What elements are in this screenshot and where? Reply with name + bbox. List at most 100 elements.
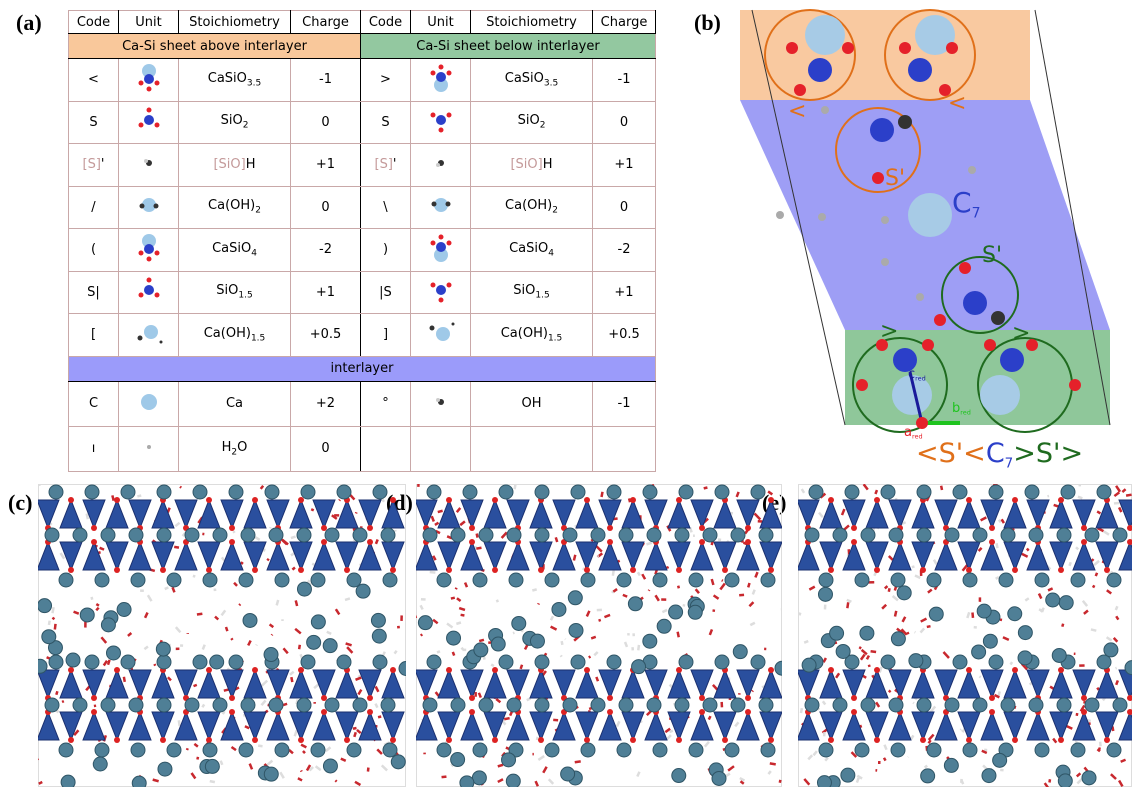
subscript: 2 xyxy=(255,206,261,216)
atom xyxy=(944,758,958,772)
code-cell: |S xyxy=(361,271,411,314)
atom xyxy=(121,485,135,499)
atom xyxy=(997,543,998,548)
atom xyxy=(925,766,927,768)
atom xyxy=(175,523,179,526)
atom xyxy=(884,745,886,750)
atom xyxy=(353,728,357,729)
stoich-cell: [SiO]H xyxy=(179,144,291,187)
diagram-label: <S'<C7>S'> xyxy=(916,438,1083,470)
table-row: CodeUnitStoichiometryChargeCodeUnitStoic… xyxy=(69,11,656,34)
atom xyxy=(1001,698,1015,712)
atom xyxy=(760,500,782,528)
atom xyxy=(820,500,842,528)
atom xyxy=(817,776,831,787)
atom xyxy=(1091,629,1096,630)
atom xyxy=(157,698,171,712)
atom xyxy=(347,573,361,587)
atom xyxy=(373,485,387,499)
atom xyxy=(280,772,284,778)
atom xyxy=(808,755,812,759)
atom xyxy=(461,500,483,528)
atom xyxy=(359,712,381,740)
atom xyxy=(751,485,765,499)
atom xyxy=(484,670,506,698)
atom xyxy=(553,712,575,740)
atom xyxy=(507,698,521,712)
atom xyxy=(152,542,174,570)
text-part: b xyxy=(952,401,960,416)
atom xyxy=(73,528,87,542)
text-part: ' xyxy=(101,157,105,172)
atom xyxy=(114,737,120,743)
stoich-cell: SiO1.5 xyxy=(471,271,593,314)
atom xyxy=(1119,542,1132,570)
atom xyxy=(895,611,896,617)
atom xyxy=(1116,680,1118,684)
atom xyxy=(1121,760,1126,762)
atom xyxy=(477,534,478,538)
atom xyxy=(1008,607,1022,621)
atom xyxy=(981,500,1003,528)
snapshot-d xyxy=(416,484,782,787)
atom xyxy=(1027,542,1049,570)
atom xyxy=(530,542,552,570)
atom xyxy=(427,655,441,669)
atom xyxy=(1127,709,1132,715)
stoich-cell: OH xyxy=(471,381,593,426)
column-header: Charge xyxy=(593,11,656,34)
atom xyxy=(552,602,566,616)
atom xyxy=(911,735,913,739)
atom xyxy=(871,651,877,652)
atom xyxy=(264,648,278,662)
stoich-cell: CaSiO3.5 xyxy=(179,59,291,102)
text-part: O xyxy=(237,440,247,455)
code-cell: [ xyxy=(69,314,119,357)
atom xyxy=(589,657,591,658)
atom xyxy=(239,573,253,587)
atom xyxy=(714,595,719,598)
atom xyxy=(241,528,255,542)
atom xyxy=(575,761,581,762)
atom xyxy=(1011,662,1013,664)
atom xyxy=(269,698,283,712)
atom xyxy=(80,608,94,622)
atom xyxy=(920,737,926,743)
atom xyxy=(357,730,361,733)
atom xyxy=(492,497,498,503)
atom xyxy=(802,489,804,493)
atom xyxy=(630,497,636,503)
atom xyxy=(367,709,373,715)
atom xyxy=(179,720,180,726)
atom xyxy=(381,528,395,542)
atom xyxy=(38,659,47,673)
atom xyxy=(591,698,605,712)
atom xyxy=(630,737,636,743)
atom xyxy=(1127,539,1132,545)
atom xyxy=(446,737,452,743)
atom xyxy=(1119,507,1121,512)
code-cell: [S]' xyxy=(361,144,411,187)
atom xyxy=(599,542,621,570)
stoich-cell: H2O xyxy=(179,426,291,471)
atom xyxy=(804,779,809,785)
unit-cell xyxy=(411,381,471,426)
unit-icon xyxy=(423,61,459,95)
atom xyxy=(303,751,305,753)
atom xyxy=(418,616,432,630)
subscript: 4 xyxy=(251,249,257,259)
atom xyxy=(943,652,949,658)
atom xyxy=(953,485,967,499)
atom xyxy=(537,737,538,740)
atom xyxy=(96,608,98,611)
atom xyxy=(117,602,131,616)
atom xyxy=(323,759,337,773)
charge-cell: +1 xyxy=(593,271,656,314)
atom xyxy=(492,567,498,573)
atom xyxy=(1116,486,1120,492)
atom xyxy=(358,690,361,695)
atom xyxy=(622,500,644,528)
atom xyxy=(1073,500,1095,528)
atom xyxy=(989,655,1003,669)
atom xyxy=(475,546,476,550)
